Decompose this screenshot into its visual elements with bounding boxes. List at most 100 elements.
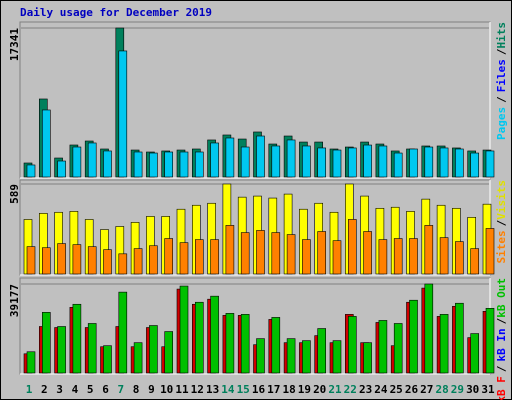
bar bbox=[240, 314, 250, 374]
bar bbox=[302, 340, 311, 374]
x-tick-label: 16 bbox=[252, 383, 266, 396]
bar bbox=[133, 342, 143, 374]
bar bbox=[378, 320, 388, 374]
legend-entry: Pages bbox=[495, 107, 508, 140]
bar bbox=[225, 313, 235, 374]
bar bbox=[256, 135, 265, 178]
legend-separator: / bbox=[495, 96, 508, 103]
legend-separator: / bbox=[495, 317, 508, 324]
bar bbox=[409, 238, 418, 275]
bar bbox=[133, 248, 143, 275]
bar bbox=[347, 147, 357, 178]
legend-entry: Hits bbox=[495, 22, 508, 49]
bar bbox=[286, 234, 296, 275]
x-tick-label: 14 bbox=[221, 383, 235, 396]
bar bbox=[195, 151, 204, 178]
bar bbox=[72, 244, 82, 275]
bar bbox=[378, 239, 388, 275]
bar bbox=[424, 283, 434, 374]
bar bbox=[347, 219, 357, 275]
bar bbox=[455, 148, 464, 178]
x-tick-label: 27 bbox=[420, 383, 433, 396]
bar bbox=[103, 249, 112, 275]
x-tick-label: 2 bbox=[41, 383, 48, 396]
bar bbox=[302, 145, 311, 178]
bar bbox=[363, 231, 372, 275]
x-tick-label: 21 bbox=[328, 383, 342, 396]
legend: kB F/kB In/kB Out bbox=[495, 278, 508, 400]
bar bbox=[332, 240, 342, 275]
bar bbox=[455, 302, 464, 374]
bar bbox=[26, 164, 36, 178]
bar bbox=[485, 228, 495, 275]
x-tick-label: 25 bbox=[390, 383, 403, 396]
legend: Pages/Files/Hits bbox=[495, 22, 508, 140]
bar bbox=[302, 239, 311, 275]
x-tick-label: 10 bbox=[160, 383, 173, 396]
legend-separator: / bbox=[495, 365, 508, 372]
x-tick-label: 5 bbox=[87, 383, 94, 396]
legend-separator: / bbox=[495, 48, 508, 55]
bar bbox=[164, 151, 173, 178]
x-tick-label: 23 bbox=[359, 383, 372, 396]
x-tick-label: 30 bbox=[466, 383, 479, 396]
bar bbox=[87, 142, 97, 178]
bar bbox=[363, 144, 372, 178]
bar bbox=[210, 295, 219, 374]
bar bbox=[41, 312, 51, 374]
x-tick-label: 24 bbox=[374, 383, 388, 396]
bar bbox=[470, 152, 480, 178]
bar bbox=[41, 247, 51, 275]
x-tick-label: 12 bbox=[191, 383, 204, 396]
bar bbox=[72, 303, 82, 374]
x-tick-label: 22 bbox=[344, 383, 357, 396]
bar bbox=[363, 342, 372, 374]
y-tick-label: 17341 bbox=[8, 28, 21, 61]
bar bbox=[87, 246, 97, 275]
bar bbox=[470, 248, 480, 275]
bar bbox=[393, 152, 403, 178]
bar bbox=[179, 151, 189, 178]
x-tick-label: 11 bbox=[175, 383, 189, 396]
x-tick-label: 29 bbox=[451, 383, 464, 396]
bar bbox=[164, 238, 173, 275]
bar bbox=[225, 225, 235, 275]
legend-entry: kB In bbox=[495, 328, 508, 361]
bar bbox=[439, 314, 449, 374]
bar bbox=[332, 149, 342, 178]
bar bbox=[41, 109, 51, 178]
bar bbox=[57, 243, 66, 275]
bar bbox=[317, 231, 327, 275]
x-tick-label: 9 bbox=[148, 383, 155, 396]
bar bbox=[271, 232, 281, 275]
legend: Sites /Visits bbox=[495, 180, 508, 264]
y-tick-label: 39177 bbox=[8, 284, 21, 317]
x-tick-label: 28 bbox=[435, 383, 448, 396]
bar bbox=[133, 151, 143, 178]
x-tick-label: 3 bbox=[56, 383, 63, 396]
x-tick-label: 7 bbox=[117, 383, 124, 396]
x-tick-label: 15 bbox=[237, 383, 250, 396]
bar bbox=[57, 326, 66, 374]
bar bbox=[485, 308, 495, 374]
bar bbox=[424, 225, 434, 275]
bar bbox=[470, 333, 480, 374]
bar bbox=[393, 323, 403, 374]
bar bbox=[378, 145, 388, 178]
bar bbox=[409, 299, 418, 374]
bar bbox=[118, 291, 128, 374]
legend-entry: Files bbox=[495, 59, 508, 92]
bar bbox=[149, 245, 158, 275]
bar bbox=[26, 351, 36, 374]
x-tick-label: 19 bbox=[298, 383, 311, 396]
x-tick-label: 1 bbox=[26, 383, 33, 396]
bar bbox=[271, 317, 281, 374]
bar bbox=[256, 338, 265, 374]
x-tick-label: 26 bbox=[405, 383, 419, 396]
bar bbox=[439, 237, 449, 275]
x-tick-label: 17 bbox=[267, 383, 280, 396]
bar bbox=[195, 301, 204, 374]
bar bbox=[409, 148, 418, 178]
bar bbox=[195, 239, 204, 275]
